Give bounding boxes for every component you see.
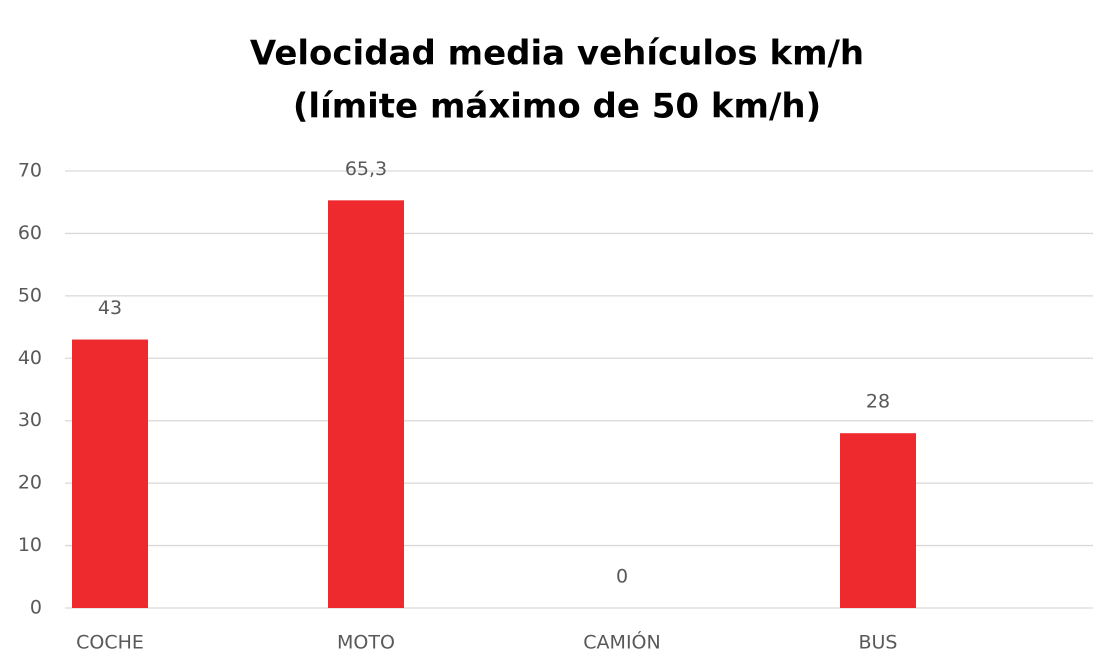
data-label: 43 — [98, 297, 122, 319]
y-tick-label: 30 — [18, 409, 42, 431]
y-tick-label: 50 — [18, 284, 42, 306]
x-tick-label: MOTO — [337, 632, 395, 654]
chart-title: (límite máximo de 50 km/h) — [293, 87, 821, 127]
chart-title: Velocidad media vehículos km/h — [250, 34, 864, 74]
y-tick-label: 20 — [18, 472, 42, 494]
bar — [328, 200, 404, 608]
x-tick-label: CAMIÓN — [583, 630, 660, 654]
y-tick-label: 10 — [18, 534, 42, 556]
y-tick-label: 70 — [18, 160, 42, 182]
y-tick-label: 40 — [18, 347, 42, 369]
data-label: 65,3 — [345, 158, 387, 180]
bar — [840, 433, 916, 608]
x-tick-label: BUS — [858, 632, 897, 654]
x-tick-label: COCHE — [76, 632, 144, 654]
bar — [72, 339, 148, 608]
data-label: 0 — [616, 566, 628, 588]
y-tick-label: 60 — [18, 222, 42, 244]
y-tick-label: 0 — [30, 597, 42, 619]
data-label: 28 — [866, 391, 890, 413]
